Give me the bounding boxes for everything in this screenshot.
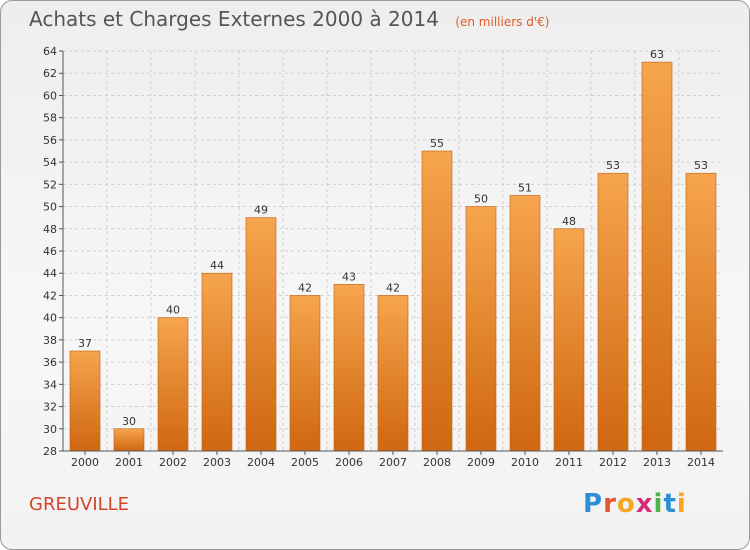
y-tick-label: 42 — [43, 289, 57, 302]
x-tick-label-2003: 2003 — [203, 456, 231, 469]
data-label-2003: 44 — [210, 259, 224, 272]
y-tick-label: 56 — [43, 134, 57, 147]
logo-letter: o — [616, 489, 636, 519]
data-label-2014: 53 — [694, 159, 708, 172]
bar-2005 — [289, 295, 321, 452]
y-tick-label: 30 — [43, 423, 57, 436]
bar-2009 — [465, 206, 497, 452]
axes: 28 30 32 34 36 38 40 42 44 46 48 50 52 54 56 58 60 62 64 20… — [43, 45, 723, 469]
x-tick-label-2008: 2008 — [423, 456, 451, 469]
bar-2003 — [201, 272, 233, 452]
data-label-2002: 40 — [166, 304, 180, 317]
bar-2014 — [685, 172, 717, 452]
data-label-2005: 42 — [298, 281, 312, 294]
x-tick-label-2010: 2010 — [511, 456, 539, 469]
data-label-2008: 55 — [430, 137, 444, 150]
x-tick-label-2012: 2012 — [599, 456, 627, 469]
bar-2007 — [377, 295, 409, 452]
y-tick-label: 58 — [43, 112, 57, 125]
data-label-2009: 50 — [474, 193, 488, 206]
x-tick-label-2004: 2004 — [247, 456, 275, 469]
proxiti-logo: Proxiti — [583, 489, 687, 519]
x-tick-label-2007: 2007 — [379, 456, 407, 469]
y-tick-label: 32 — [43, 401, 57, 414]
y-tick-label: 44 — [43, 267, 57, 280]
data-label-2007: 42 — [386, 281, 400, 294]
data-label-2013: 63 — [650, 48, 664, 61]
y-tick-label: 28 — [43, 445, 57, 458]
y-tick-label: 54 — [43, 156, 57, 169]
y-tick-label: 64 — [43, 45, 57, 58]
bar-2004 — [245, 217, 277, 452]
x-tick-label-2005: 2005 — [291, 456, 319, 469]
chart-subtitle: (en milliers d'€) — [455, 15, 550, 29]
data-label-2004: 49 — [254, 204, 268, 217]
bar-2002 — [157, 317, 189, 452]
y-tick-label: 50 — [43, 201, 57, 214]
commune-name: GREUVILLE — [29, 494, 130, 515]
x-tick-label-2000: 2000 — [71, 456, 99, 469]
logo-letter: i — [653, 489, 664, 519]
logo-letter: P — [583, 489, 604, 519]
x-tick-label-2014: 2014 — [687, 456, 715, 469]
y-tick-label: 40 — [43, 312, 57, 325]
y-tick-label: 48 — [43, 223, 57, 236]
y-tick-label: 52 — [43, 178, 57, 191]
bar-2011 — [553, 228, 585, 452]
data-label-2006: 43 — [342, 270, 356, 283]
bar-2012 — [597, 172, 629, 452]
x-tick-label-2006: 2006 — [335, 456, 363, 469]
bars: 37 30 40 44 49 42 43 42 55 50 51 48 53 63 53 — [69, 48, 717, 452]
data-label-2000: 37 — [78, 337, 92, 350]
y-tick-label: 46 — [43, 245, 57, 258]
y-tick-label: 38 — [43, 334, 57, 347]
logo-letter: i — [676, 489, 687, 519]
bar-2000 — [69, 350, 101, 452]
bar-2013 — [641, 61, 673, 452]
y-tick-label: 36 — [43, 356, 57, 369]
x-tick-label-2011: 2011 — [555, 456, 583, 469]
data-label-2001: 30 — [122, 415, 136, 428]
data-label-2011: 48 — [562, 215, 576, 228]
x-tick-label-2013: 2013 — [643, 456, 671, 469]
bar-2010 — [509, 195, 541, 452]
chart-title: Achats et Charges Externes 2000 à 2014 (… — [29, 7, 549, 31]
data-label-2010: 51 — [518, 181, 532, 194]
bar-2006 — [333, 284, 365, 452]
bar-2008 — [421, 150, 453, 452]
data-label-2012: 53 — [606, 159, 620, 172]
logo-letter: x — [635, 489, 654, 519]
chart-title-text: Achats et Charges Externes 2000 à 2014 — [29, 7, 439, 31]
logo-letter: r — [603, 489, 617, 519]
y-tick-label: 60 — [43, 89, 57, 102]
bar-2001 — [113, 428, 145, 452]
y-tick-label: 34 — [43, 378, 57, 391]
y-tick-label: 62 — [43, 67, 57, 80]
x-tick-label-2002: 2002 — [159, 456, 187, 469]
x-tick-label-2009: 2009 — [467, 456, 495, 469]
x-tick-label-2001: 2001 — [115, 456, 143, 469]
logo-letter: t — [663, 489, 677, 519]
